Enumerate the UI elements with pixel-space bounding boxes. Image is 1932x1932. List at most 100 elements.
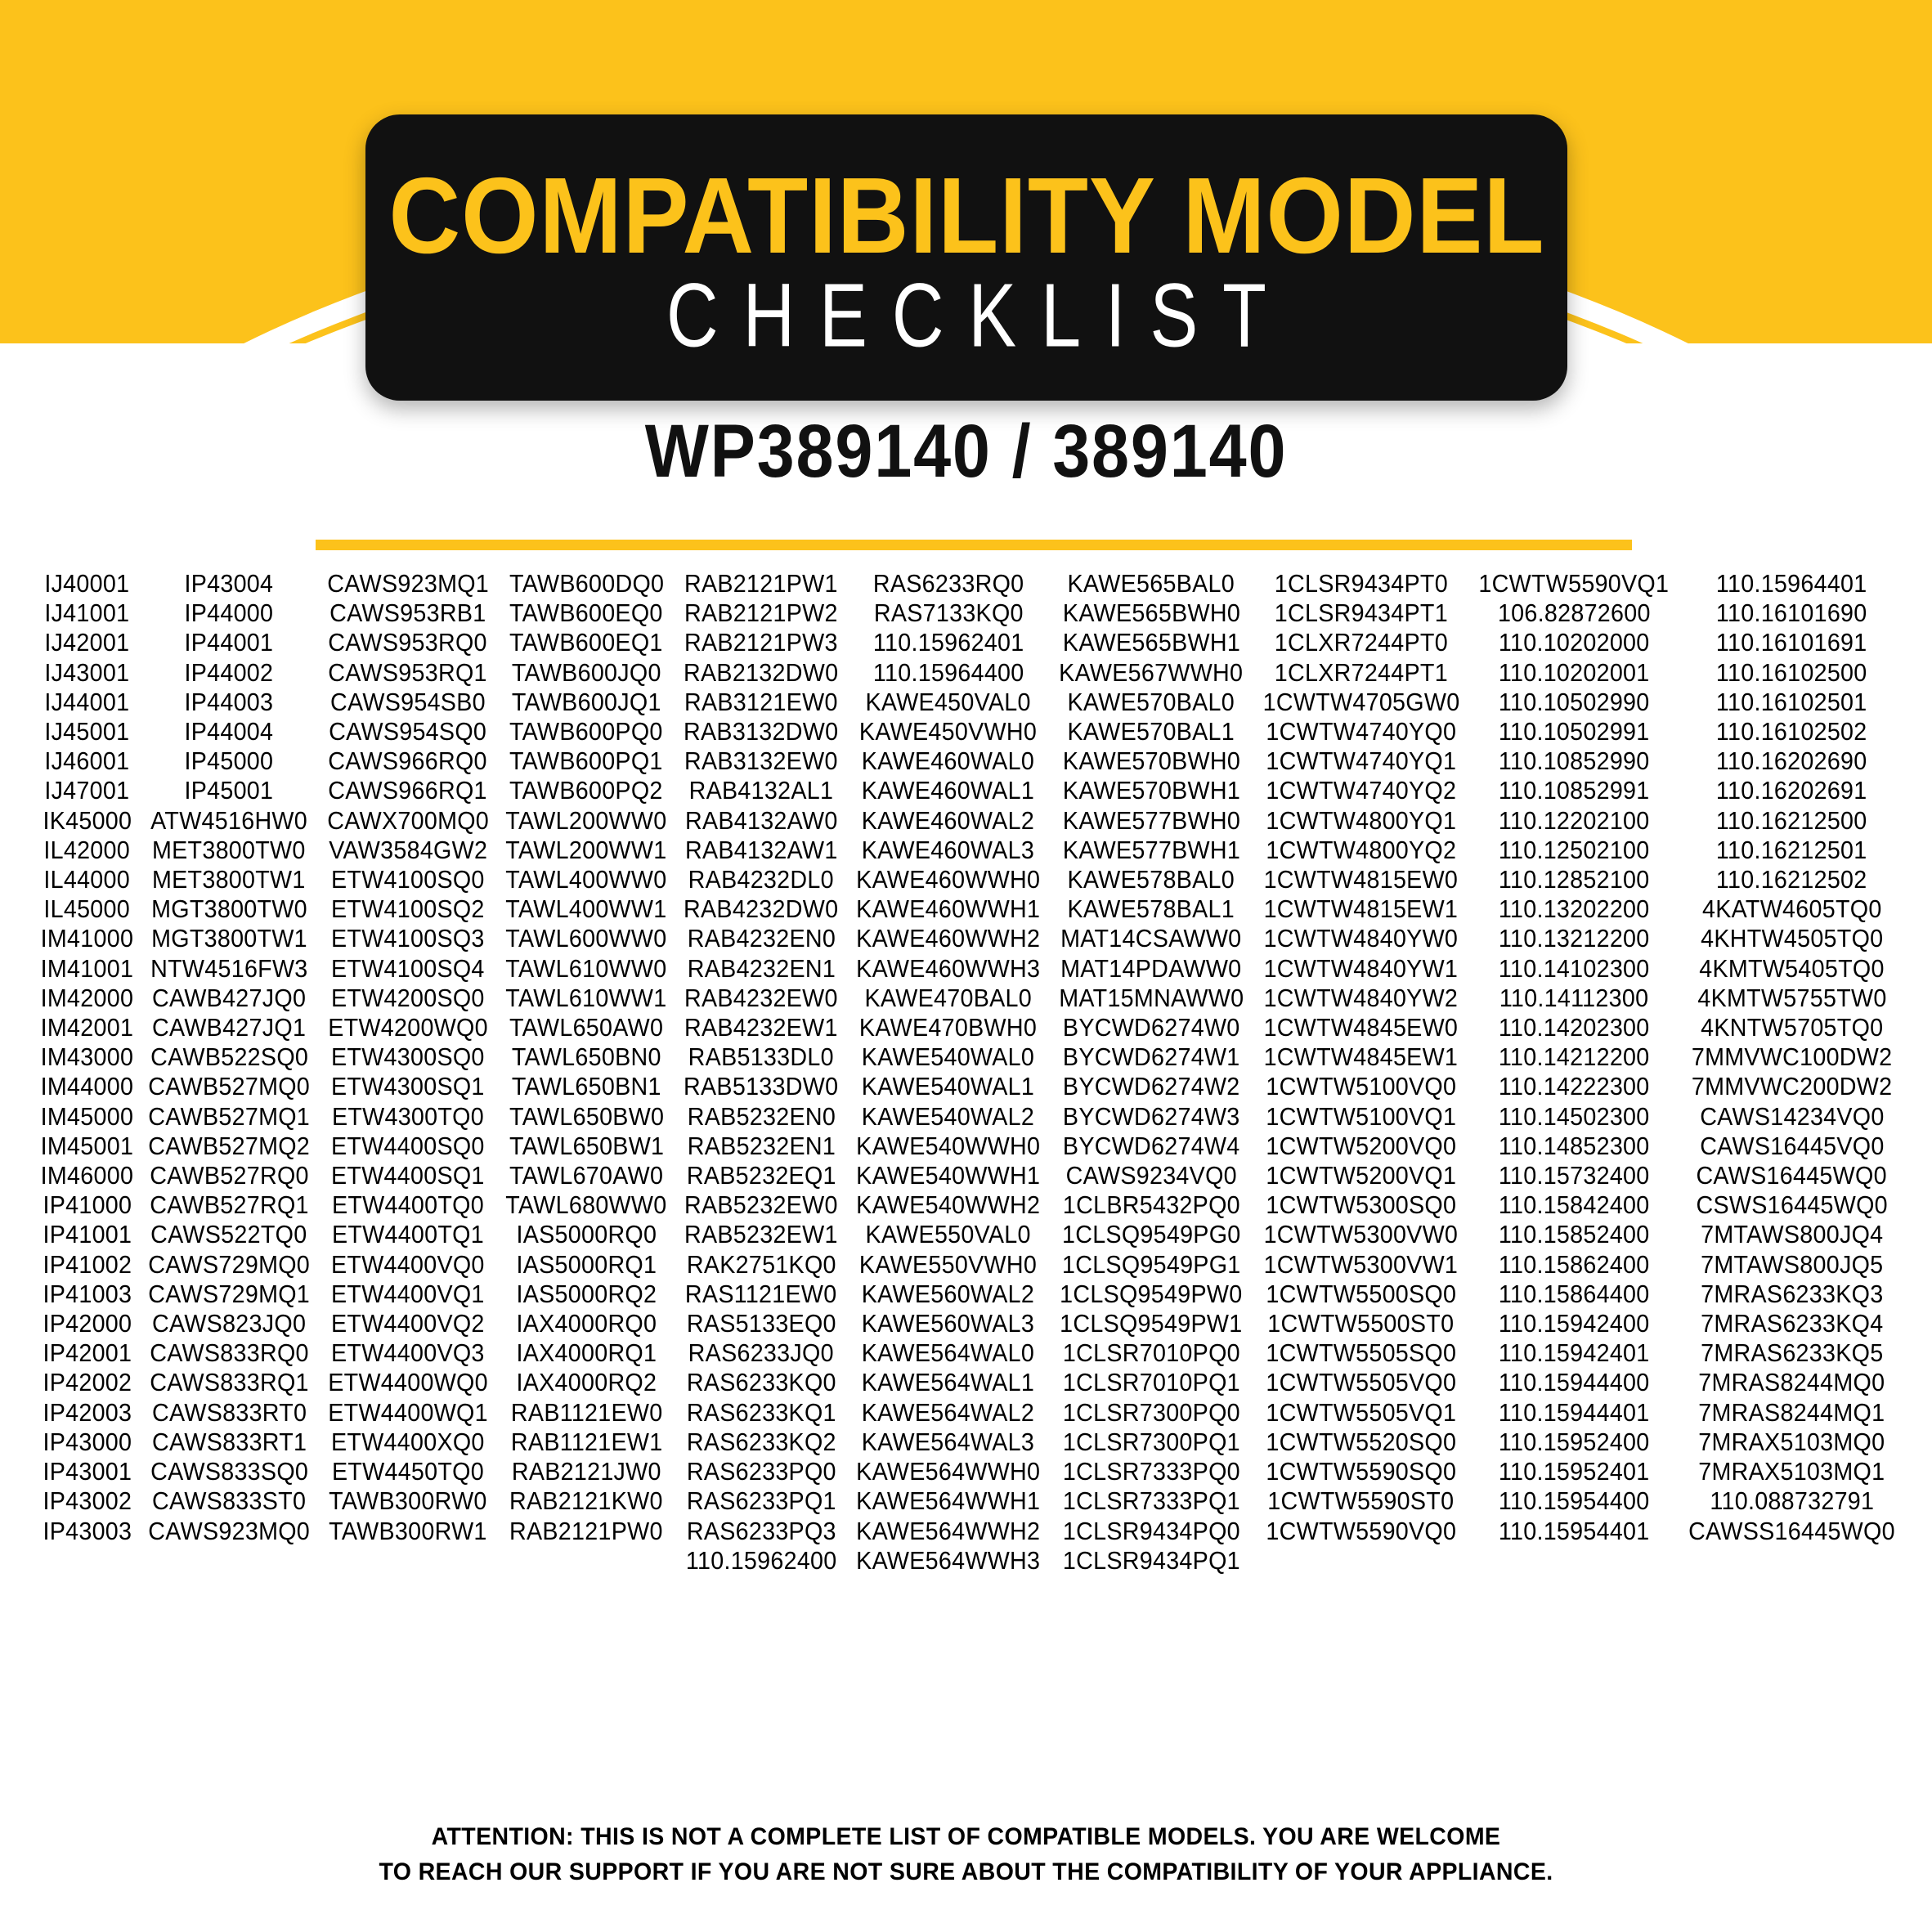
attention-line-2: TO REACH OUR SUPPORT IF YOU ARE NOT SURE… — [379, 1858, 1553, 1885]
model-number-cell: KAWE570BWH0 — [1062, 747, 1240, 776]
model-number-cell: RAS7133KQ0 — [873, 599, 1024, 628]
model-number-cell: RAB4232EW0 — [684, 984, 838, 1012]
model-number-cell: TAWB600EQ1 — [509, 629, 664, 657]
model-number-cell: CAWB527RQ0 — [149, 1162, 309, 1190]
model-number-cell: 110.16102501 — [1716, 688, 1867, 716]
model-number-cell: IP45001 — [184, 777, 274, 805]
model-number-cell: 110.15954401 — [1498, 1517, 1650, 1545]
model-number-cell: KAWE460WAL1 — [862, 777, 1035, 805]
model-number-cell: ATW4516HW0 — [150, 806, 308, 835]
model-number-cell: 110.14202300 — [1498, 1014, 1650, 1042]
model-number-cell: 1CLSR7300PQ0 — [1062, 1398, 1240, 1427]
model-number-cell: MGT3800TW0 — [150, 895, 307, 924]
model-number-cell: CAWS923MQ1 — [327, 570, 489, 598]
model-number-cell: 110.15964400 — [872, 658, 1024, 687]
model-number-cell: 110.10202001 — [1498, 658, 1650, 687]
model-number-cell: 7MRAS6233KQ5 — [1700, 1339, 1884, 1368]
model-number-cell: 110.15962401 — [872, 629, 1024, 657]
model-number-cell: ETW4400VQ1 — [331, 1280, 485, 1308]
model-number-cell: 110.14102300 — [1498, 954, 1650, 983]
model-number-cell: IJ44001 — [44, 688, 130, 716]
model-column: 110.15964401 110.16101690 110.16101691 110.… — [1682, 569, 1902, 1546]
model-number-cell: 7MRAS8244MQ1 — [1698, 1398, 1885, 1427]
model-number-cell: KAWE540WAL0 — [862, 1043, 1035, 1072]
model-number-cell: KAWE560WAL2 — [862, 1280, 1035, 1308]
page-title: COMPATIBILITY MODEL — [388, 155, 1544, 276]
model-number-cell: RAS6233JQ0 — [688, 1339, 835, 1368]
model-number-cell: 1CWTW4840YW1 — [1263, 954, 1459, 983]
model-number-cell: KAWE470BAL0 — [864, 984, 1033, 1012]
model-number-cell: TAWL670AW0 — [509, 1162, 664, 1190]
model-number-cell: 1CWTW5590ST0 — [1267, 1487, 1455, 1516]
model-number-cell: 4KMTW5755TW0 — [1697, 984, 1887, 1012]
model-number-cell: IP41000 — [43, 1191, 132, 1220]
model-number-cell: TAWB600DQ0 — [509, 570, 664, 598]
model-number-cell: RAB3132DW0 — [684, 718, 839, 746]
model-number-cell: 1CWTW5505SQ0 — [1266, 1339, 1457, 1368]
model-number-cell: ETW4400XQ0 — [331, 1428, 485, 1456]
model-number-cell: CAWS833ST0 — [152, 1487, 307, 1516]
model-number-cell: 4KATW4605TQ0 — [1701, 895, 1882, 924]
model-number-cell: 110.16212501 — [1716, 836, 1867, 864]
model-number-cell: CAWB527MQ0 — [148, 1073, 311, 1101]
model-number-cell: ETW4100SQ3 — [331, 925, 485, 953]
model-number-cell: IP42001 — [43, 1339, 132, 1368]
model-number-cell: IP43002 — [43, 1487, 132, 1516]
model-number-cell: IP41002 — [43, 1250, 132, 1279]
page-subtitle: CHECKLIST — [666, 264, 1291, 365]
model-number-cell: IL44000 — [43, 866, 131, 894]
model-number-cell: 7MMVWC200DW2 — [1691, 1073, 1893, 1101]
model-number-cell: KAWE570BWH1 — [1062, 777, 1240, 805]
model-number-cell: KAWE450VAL0 — [865, 688, 1031, 716]
model-number-cell: 110.14212200 — [1498, 1043, 1650, 1072]
model-number-cell: IM43000 — [40, 1043, 134, 1072]
model-number-cell: VAW3584GW2 — [328, 836, 487, 864]
model-number-cell: 110.13212200 — [1498, 925, 1650, 953]
model-number-cell: IP44004 — [184, 718, 274, 746]
model-number-cell: IJ42001 — [44, 629, 130, 657]
model-number-cell: CAWS16445WQ0 — [1696, 1162, 1888, 1190]
model-number-cell: MAT15MNAWW0 — [1059, 984, 1244, 1012]
model-number-cell: TAWB600JQ1 — [511, 688, 661, 716]
model-number-cell: CAWB427JQ0 — [152, 984, 307, 1012]
model-number-cell: IJ41001 — [44, 599, 130, 628]
model-number-cell: CAWS729MQ1 — [148, 1280, 311, 1308]
model-number-cell: IP45000 — [184, 747, 274, 776]
model-number-cell: 1CWTW5200VQ1 — [1266, 1162, 1457, 1190]
model-number-cell: RAB4232DL0 — [688, 866, 835, 894]
model-number-cell: 1CLSR9434PQ0 — [1062, 1517, 1240, 1545]
model-number-cell: 1CLSQ9549PG1 — [1061, 1250, 1241, 1279]
model-number-cell: IK45000 — [43, 806, 132, 835]
model-number-cell: TAWL610WW1 — [505, 984, 667, 1012]
model-number-cell: KAWE564WWH3 — [856, 1546, 1041, 1575]
model-number-cell: 110.16101691 — [1716, 629, 1867, 657]
model-number-cell: TAWL650BW1 — [509, 1132, 664, 1160]
model-number-cell: 1CWTW5200VQ0 — [1266, 1132, 1457, 1160]
model-number-cell: 110.15942401 — [1498, 1339, 1650, 1368]
model-number-cell: 110.16202690 — [1716, 747, 1867, 776]
model-number-cell: IM41000 — [40, 925, 134, 953]
model-number-cell: CAWS833RT0 — [151, 1398, 307, 1427]
model-number-cell: 110.10502991 — [1498, 718, 1650, 746]
model-number-cell: 1CLSR9434PT0 — [1274, 570, 1448, 598]
model-number-cell: KAWE540WWH2 — [856, 1191, 1041, 1220]
model-number-cell: CAWB527MQ2 — [148, 1132, 311, 1160]
model-number-cell: CAWS966RQ0 — [328, 747, 488, 776]
model-number-cell: CAWS16445VQ0 — [1699, 1132, 1885, 1160]
model-number-cell: RAB2121PW1 — [684, 570, 838, 598]
model-number-cell: IP42000 — [43, 1310, 132, 1338]
model-number-cell: 1CWTW4845EW0 — [1263, 1014, 1459, 1042]
model-number-cell: 1CLSR7010PQ0 — [1062, 1339, 1240, 1368]
model-number-cell: TAWL200WW1 — [505, 836, 667, 864]
model-number-cell: 106.82872600 — [1497, 599, 1651, 628]
model-number-cell: RAB5133DW0 — [684, 1073, 839, 1101]
model-number-cell: ETW4450TQ0 — [331, 1458, 484, 1486]
model-number-cell: CAWS833RQ1 — [149, 1369, 309, 1397]
model-number-cell: 110.15944401 — [1498, 1398, 1650, 1427]
model-number-cell: 4KHTW4505TQ0 — [1700, 925, 1884, 953]
model-number-cell: KAWE578BAL1 — [1067, 895, 1235, 924]
model-number-cell: 110.15952401 — [1498, 1458, 1650, 1486]
model-number-cell: KAWE470BWH0 — [859, 1014, 1038, 1042]
model-number-cell: IM45000 — [40, 1102, 134, 1131]
model-number-cell: BYCWD6274W0 — [1062, 1014, 1240, 1042]
